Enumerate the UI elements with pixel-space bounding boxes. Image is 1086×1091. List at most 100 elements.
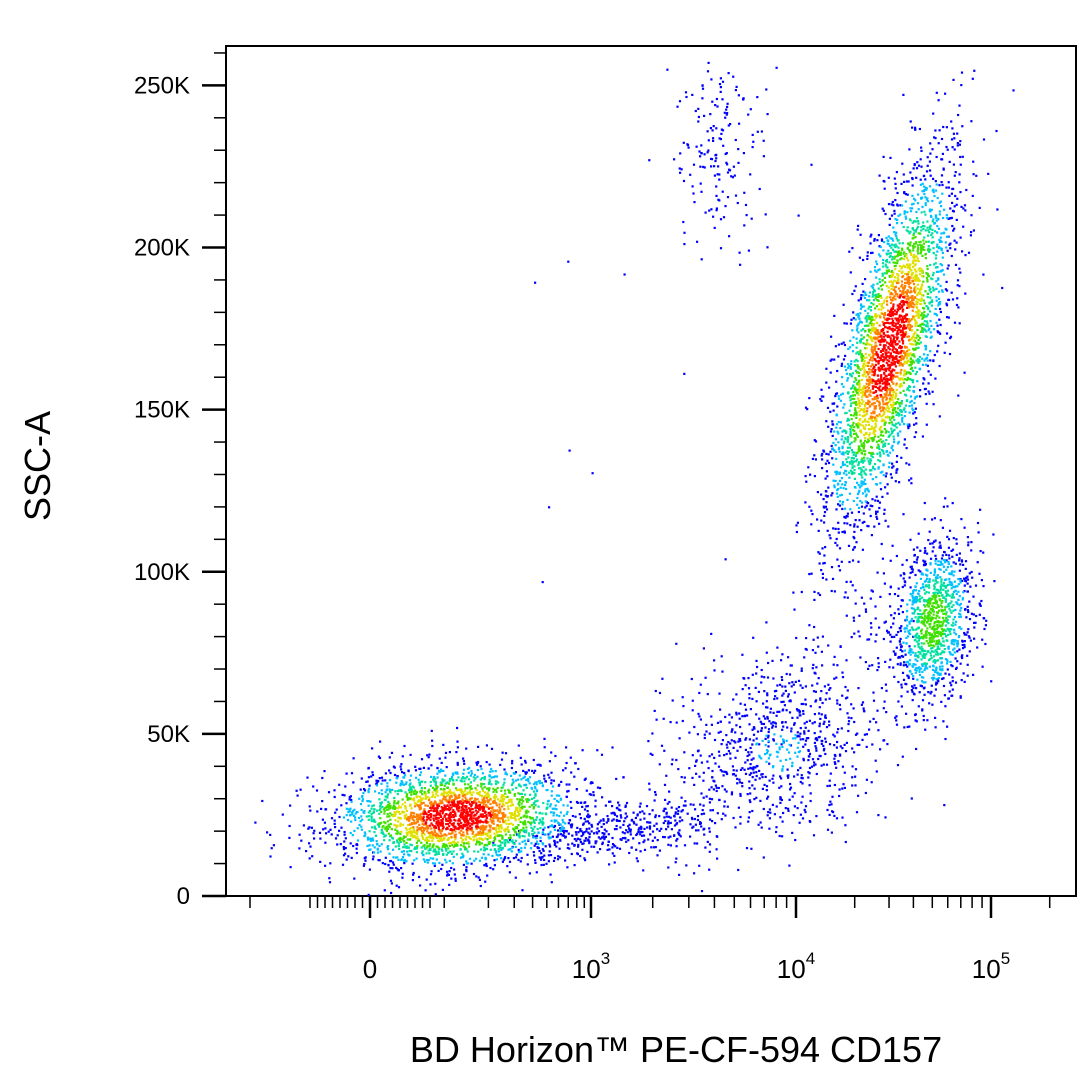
event-dot [515, 786, 518, 789]
event-dot [944, 658, 948, 661]
event-dot [714, 784, 717, 787]
event-dot [884, 486, 887, 489]
event-dot [442, 769, 445, 772]
event-dot [917, 654, 920, 657]
event-dot [352, 810, 355, 813]
event-dot [534, 842, 537, 845]
event-dot [755, 771, 758, 774]
event-dot [799, 684, 802, 687]
event-dot [479, 884, 482, 888]
event-dot [948, 580, 951, 583]
event-dot [985, 619, 988, 622]
event-dot [673, 815, 676, 818]
event-dot [908, 576, 911, 579]
event-dot [949, 681, 952, 684]
event-dot [543, 777, 546, 780]
event-dot [865, 318, 868, 321]
event-dot [828, 813, 831, 816]
event-dot [834, 444, 837, 447]
event-dot [440, 848, 443, 851]
event-dot [590, 825, 594, 828]
event-dot [766, 692, 769, 695]
event-dot [582, 823, 585, 826]
event-dot [861, 521, 864, 524]
event-dot [781, 820, 784, 823]
event-dot [752, 757, 755, 760]
event-dot [390, 859, 393, 863]
event-dot [836, 495, 839, 498]
event-dot [758, 187, 761, 191]
event-dot [466, 767, 470, 770]
event-dot [678, 100, 682, 103]
event-dot [719, 720, 722, 723]
event-dot [503, 768, 506, 771]
event-dot [448, 883, 451, 886]
event-dot [380, 776, 384, 779]
event-dot [891, 466, 894, 469]
event-dot [944, 672, 947, 675]
event-dot [428, 753, 431, 756]
event-dot [738, 251, 741, 254]
event-dot [411, 879, 414, 882]
event-dot [716, 173, 719, 176]
event-dot [877, 467, 880, 470]
event-dot [972, 160, 975, 163]
event-dot [856, 228, 859, 231]
event-dot [433, 780, 436, 783]
event-dot [617, 801, 620, 804]
event-dot [858, 489, 861, 492]
event-dot [500, 786, 503, 789]
event-dot [914, 719, 917, 722]
event-dot [860, 501, 863, 504]
event-dot [876, 446, 879, 449]
event-dot [876, 282, 879, 285]
event-dot [566, 804, 569, 807]
event-dot [847, 436, 850, 439]
event-dot [928, 586, 931, 589]
event-dot [906, 423, 909, 426]
event-dot [869, 514, 872, 518]
event-dot [898, 423, 901, 426]
event-dot [628, 851, 631, 855]
event-dot [924, 664, 927, 667]
event-dot [745, 214, 748, 217]
event-dot [613, 812, 616, 815]
event-dot [966, 575, 969, 578]
event-dot [735, 724, 738, 727]
event-dot [749, 792, 752, 795]
event-dot [714, 159, 717, 163]
event-dot [941, 650, 944, 653]
event-dot [715, 157, 718, 160]
event-dot [843, 515, 846, 519]
event-dot [766, 750, 769, 753]
event-dot [407, 853, 410, 856]
event-dot [790, 664, 793, 667]
event-dot [565, 812, 568, 816]
event-dot [361, 818, 364, 821]
event-dot [862, 709, 866, 712]
event-dot [840, 364, 843, 367]
event-dot [462, 855, 465, 859]
event-dot [523, 846, 526, 849]
event-dot [350, 798, 353, 801]
event-dot [442, 852, 445, 855]
event-dot [419, 767, 422, 770]
event-dot [966, 609, 970, 612]
event-dot [876, 669, 879, 672]
event-dot [914, 616, 917, 619]
event-dot [891, 258, 894, 261]
event-dot [819, 697, 822, 700]
event-dot [897, 700, 900, 703]
event-dot [779, 796, 782, 799]
event-dot [654, 814, 657, 817]
event-dot [645, 805, 649, 808]
event-dot [869, 452, 873, 455]
event-dot [892, 244, 895, 247]
event-dot [752, 636, 755, 639]
event-dot [312, 785, 315, 788]
event-dot [771, 721, 775, 724]
event-dot [550, 779, 553, 782]
event-dot [954, 194, 957, 198]
event-dot [942, 581, 945, 585]
event-dot [525, 786, 528, 789]
